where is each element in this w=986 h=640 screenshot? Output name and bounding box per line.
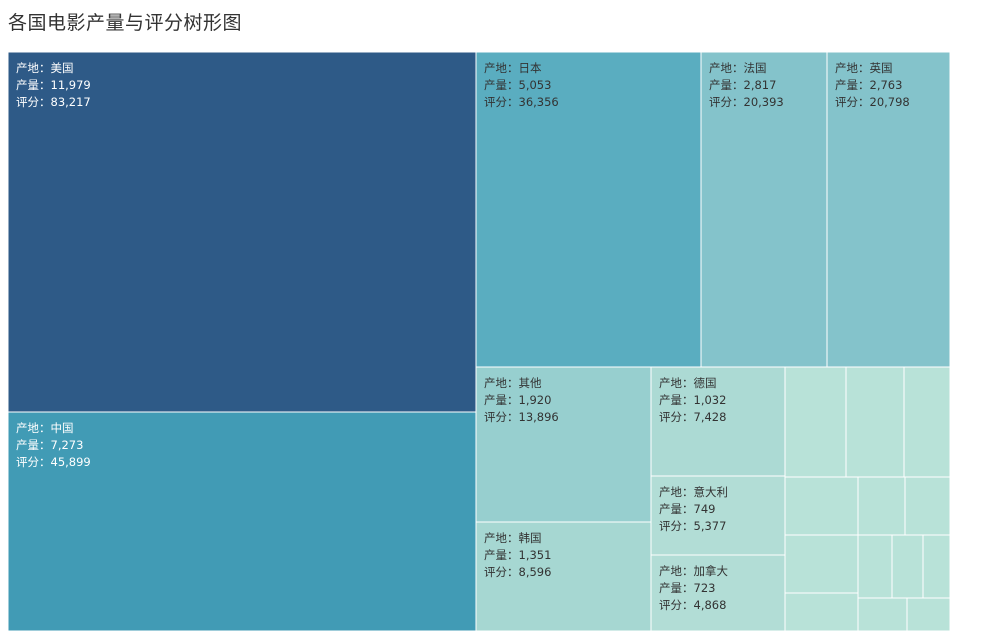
tile-region-label: 产地：其他 [484,376,542,390]
tile-score-label: 评分：4,868 [659,598,726,612]
small-tile-10[interactable] [784,592,859,632]
small-tile-4[interactable] [857,476,906,536]
tile-3[interactable] [700,51,828,368]
tile-1[interactable] [7,411,477,632]
small-tile-11[interactable] [857,597,908,632]
chart-title: 各国电影产量与评分树形图 [8,12,243,34]
small-tile-2[interactable] [903,366,951,478]
tile-region-label: 产地：德国 [659,376,717,390]
tile-region-label: 产地：美国 [16,61,74,75]
tile-count-label: 产量：723 [659,581,715,595]
tile-8[interactable] [650,475,786,556]
small-tile-8[interactable] [891,534,924,599]
small-tile-1[interactable] [845,366,905,478]
small-tile-12[interactable] [906,597,951,632]
tile-score-label: 评分：8,596 [484,565,551,579]
tile-count-label: 产量：2,817 [709,78,776,92]
tile-region-label: 产地：日本 [484,61,542,75]
small-tile-7[interactable] [857,534,893,599]
tile-count-label: 产量：7,273 [16,438,83,452]
tile-score-label: 评分：7,428 [659,410,726,424]
small-tile-0[interactable] [784,366,847,478]
small-tile-3[interactable] [784,476,859,536]
tile-score-label: 评分：45,899 [16,455,91,469]
tile-region-label: 产地：法国 [709,61,767,75]
tile-score-label: 评分：36,356 [484,95,559,109]
tile-7[interactable] [650,366,786,477]
tile-count-label: 产量：11,979 [16,78,91,92]
tile-region-label: 产地：意大利 [659,485,728,499]
tile-count-label: 产量：5,053 [484,78,551,92]
tile-region-label: 产地：韩国 [484,531,542,545]
tile-9[interactable] [650,554,786,632]
tile-score-label: 评分：83,217 [16,95,91,109]
small-tile-9[interactable] [922,534,951,599]
tile-score-label: 评分：20,798 [835,95,910,109]
tile-count-label: 产量：2,763 [835,78,902,92]
tile-4[interactable] [826,51,951,368]
tile-count-label: 产量：749 [659,502,715,516]
tile-region-label: 产地：英国 [835,61,893,75]
tile-count-label: 产量：1,920 [484,393,551,407]
small-tile-6[interactable] [784,534,859,594]
tile-5[interactable] [475,366,652,523]
tile-count-label: 产量：1,351 [484,548,551,562]
tile-region-label: 产地：加拿大 [659,564,728,578]
tile-region-label: 产地：中国 [16,421,74,435]
tile-score-label: 评分：13,896 [484,410,559,424]
tile-score-label: 评分：5,377 [659,519,726,533]
tile-6[interactable] [475,521,652,632]
tile-score-label: 评分：20,393 [709,95,784,109]
small-tile-5[interactable] [904,476,951,536]
tile-count-label: 产量：1,032 [659,393,726,407]
